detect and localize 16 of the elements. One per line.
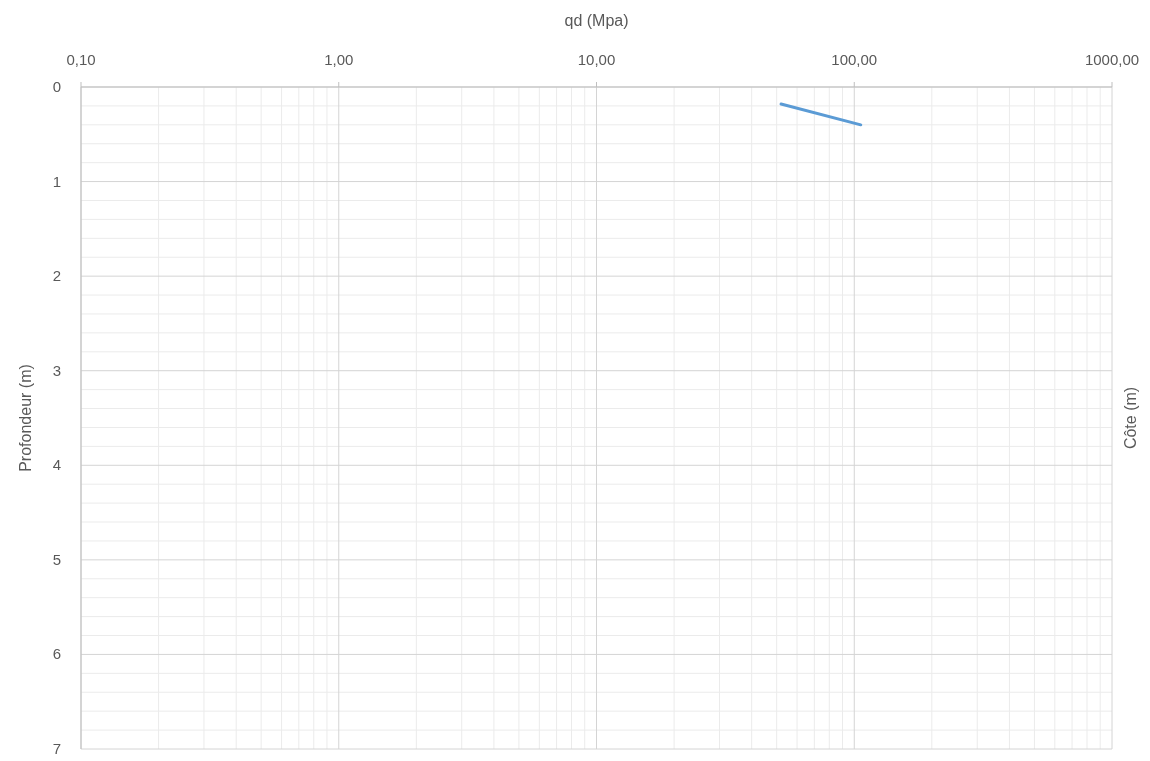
x-tick-label: 10,00 xyxy=(577,51,616,68)
y-tick-label: 3 xyxy=(52,361,61,379)
x-axis-title: qd (Mpa) xyxy=(564,12,629,29)
y-axis-title: Profondeur (m) xyxy=(17,364,34,472)
x-tick-label: 0,10 xyxy=(66,51,96,68)
y-tick-label: 0 xyxy=(52,78,61,95)
x-tick-label: 1000,00 xyxy=(1084,51,1140,68)
y-tick-label: 5 xyxy=(52,550,61,568)
y-tick-label: 4 xyxy=(52,456,61,474)
x-tick-label: 1,00 xyxy=(324,51,354,68)
y-tick-label: 2 xyxy=(52,267,61,285)
x-tick-label: 100,00 xyxy=(831,51,878,68)
y-tick-label: 1 xyxy=(52,172,61,190)
y-tick-label: 7 xyxy=(52,740,61,757)
y2-axis-title: Côte (m) xyxy=(1122,386,1139,450)
y-tick-label: 6 xyxy=(52,645,61,663)
